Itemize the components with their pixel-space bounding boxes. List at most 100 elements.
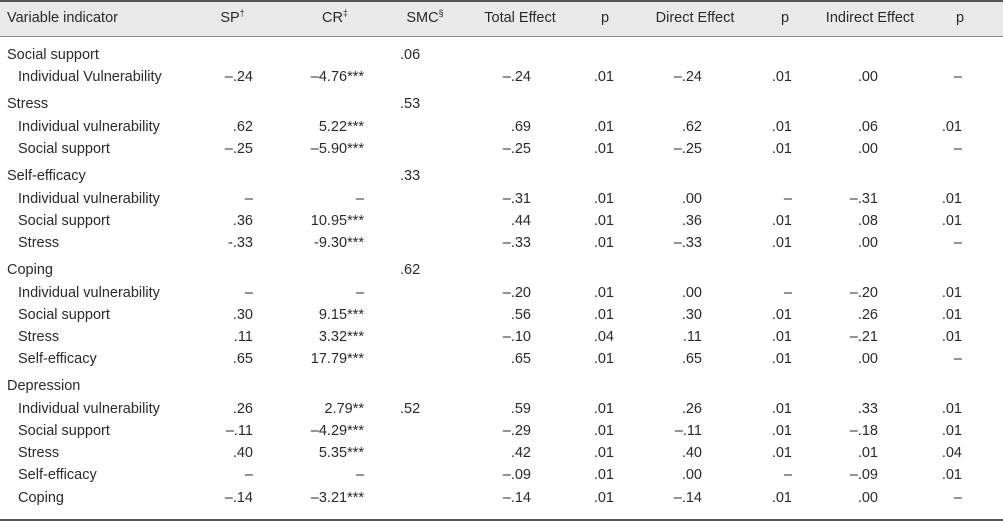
cell-sp: .26 [232, 401, 253, 417]
row-label: Self-efficacy [18, 467, 97, 483]
row-label: Coping [18, 490, 64, 506]
cell-sp: –.11 [225, 423, 253, 439]
cell-smc [400, 348, 437, 370]
cell-total-effect: –.25 [502, 141, 531, 157]
cell-smc [400, 420, 437, 442]
cell-p-total: .01 [593, 191, 614, 207]
table-group-row: Depression [0, 375, 1003, 397]
cell-smc: .62 [400, 262, 421, 278]
cell-p-direct: .01 [771, 490, 792, 506]
cell-p-total [575, 375, 614, 397]
cell-indirect-effect: .00 [857, 351, 878, 367]
cell-direct-effect: .26 [681, 401, 702, 417]
cell-smc [400, 375, 437, 397]
cell-direct-effect: –.24 [673, 69, 702, 85]
cell-p-indirect: .01 [941, 285, 962, 301]
cell-cr: –4.76*** [310, 69, 364, 85]
cell-smc [400, 188, 437, 210]
cell-cr: –5.90*** [310, 141, 364, 157]
cell-cr: –3.21*** [310, 490, 364, 506]
cell-direct-effect: –.11 [674, 423, 702, 439]
cell-p-indirect: .01 [941, 467, 962, 483]
cell-indirect-effect [820, 375, 878, 397]
cell-direct-effect: .00 [681, 467, 702, 483]
header-p-total: p [600, 10, 610, 26]
cell-indirect-effect: .06 [857, 119, 878, 135]
header-sp-label: SP [220, 10, 240, 26]
cell-indirect-effect [820, 93, 878, 115]
table-header: Variable indicator SP† CR‡ SMC§ Total Ef… [0, 2, 1003, 37]
cell-sp [190, 44, 253, 66]
cell-total-effect: –.10 [502, 329, 531, 345]
cell-smc: .06 [400, 47, 421, 63]
cell-smc [400, 442, 437, 464]
header-variable-indicator: Variable indicator [7, 10, 118, 26]
cell-cr: 5.22*** [318, 119, 364, 135]
header-sp: SP† [210, 7, 255, 29]
cell-smc [400, 487, 437, 509]
cell-p-indirect: – [953, 69, 962, 85]
cell-p-total: .01 [593, 351, 614, 367]
header-direct-effect: Direct Effect [655, 10, 735, 26]
cell-indirect-effect: .00 [857, 235, 878, 251]
header-sp-footnote-mark: † [239, 8, 245, 18]
cell-p-direct [750, 165, 792, 187]
cell-direct-effect [650, 93, 702, 115]
table-row: Individual vulnerability .26 2.79** .52 .59.… [0, 398, 1003, 420]
cell-p-direct: .01 [771, 445, 792, 461]
cell-p-indirect [920, 259, 962, 281]
row-label: Stress [18, 445, 60, 461]
cell-direct-effect: .00 [681, 285, 702, 301]
header-indirect-effect: Indirect Effect [825, 10, 915, 26]
cell-p-indirect: – [953, 351, 962, 367]
cell-p-direct [750, 259, 792, 281]
row-label: Social support [7, 47, 99, 63]
cell-cr [270, 375, 364, 397]
cell-indirect-effect [820, 259, 878, 281]
cell-p-indirect: – [953, 490, 962, 506]
cell-cr [270, 93, 364, 115]
table-bottom-rule [0, 519, 1003, 521]
cell-p-total: .04 [593, 329, 614, 345]
cell-p-direct: .01 [771, 69, 792, 85]
cell-cr: –4.29*** [310, 423, 364, 439]
row-label: Individual Vulnerability [18, 69, 162, 85]
cell-sp: –.14 [224, 490, 253, 506]
cell-sp: .62 [232, 119, 253, 135]
table-top-rule [0, 0, 1003, 2]
cell-smc: .33 [400, 168, 421, 184]
cell-indirect-effect: .26 [857, 307, 878, 323]
cell-p-direct: .01 [771, 329, 792, 345]
cell-direct-effect: –.25 [673, 141, 702, 157]
cell-p-direct: – [783, 191, 792, 207]
cell-sp: .30 [232, 307, 253, 323]
cell-p-total [575, 259, 614, 281]
cell-cr: 17.79*** [310, 351, 364, 367]
table-row: Self-efficacy – – –.09 .01 .00 – –.09 .01 [0, 464, 1003, 486]
cell-p-direct: .01 [771, 401, 792, 417]
cell-total-effect: .44 [510, 213, 531, 229]
cell-total-effect [470, 259, 531, 281]
header-smc-label: SMC [406, 10, 439, 26]
cell-p-indirect [920, 44, 962, 66]
cell-direct-effect [650, 259, 702, 281]
cell-total-effect [470, 93, 531, 115]
cell-total-effect [470, 165, 531, 187]
row-label: Coping [7, 262, 53, 278]
cell-direct-effect: .62 [681, 119, 702, 135]
cell-smc [400, 116, 437, 138]
cell-direct-effect [650, 44, 702, 66]
cell-p-direct: – [783, 285, 792, 301]
cell-cr: 3.32*** [318, 329, 364, 345]
table-row: Stress -.33 -9.30*** –.33 .01 –.33 .01 .00 – [0, 232, 1003, 254]
cell-p-indirect: .01 [941, 191, 962, 207]
row-label: Social support [18, 141, 110, 157]
cell-smc [400, 66, 437, 88]
cell-indirect-effect [820, 165, 878, 187]
cell-cr: 9.15*** [318, 307, 364, 323]
cell-p-total: .01 [593, 307, 614, 323]
cell-indirect-effect: –.20 [849, 285, 878, 301]
row-label: Stress [18, 235, 60, 251]
cell-sp: .11 [233, 329, 253, 345]
